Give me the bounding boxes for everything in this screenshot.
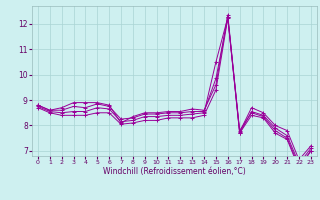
X-axis label: Windchill (Refroidissement éolien,°C): Windchill (Refroidissement éolien,°C) — [103, 167, 246, 176]
